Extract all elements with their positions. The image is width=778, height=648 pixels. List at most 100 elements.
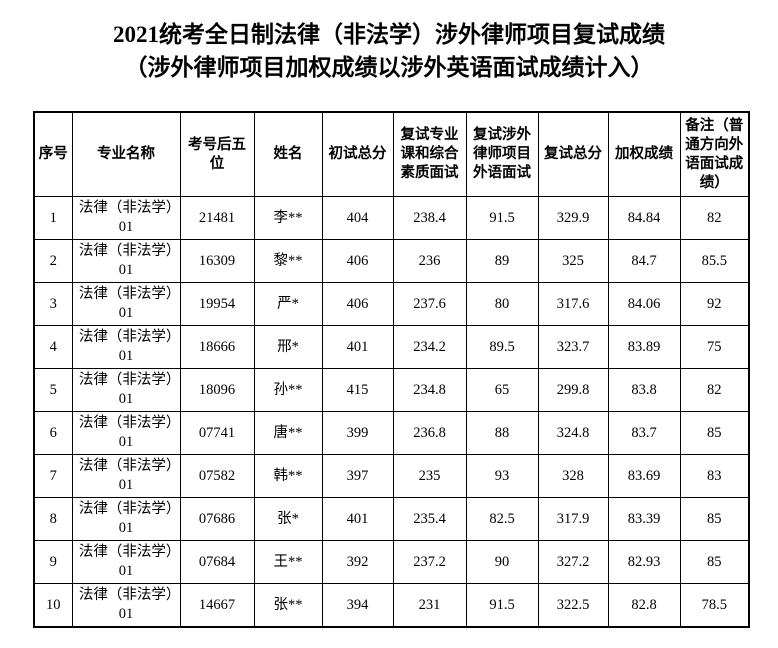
table-cell: 6 xyxy=(33,411,73,455)
table-cell: 234.2 xyxy=(392,325,467,369)
table-row: 4 法律（非法学）01 18666 邢* 401 234.2 89.5 323.7 83.89 7… xyxy=(33,325,750,369)
table-cell: 唐** xyxy=(253,411,323,455)
table-cell: 89 xyxy=(465,239,539,283)
table-cell: 322.5 xyxy=(537,583,609,628)
table-row: 8 法律（非法学）01 07686 张* 401 235.4 82.5 317.9 83.39 8… xyxy=(33,497,750,541)
table-cell: 231 xyxy=(392,583,467,628)
table-cell: 16309 xyxy=(179,239,255,283)
header-cell: 复试总分 xyxy=(537,111,609,197)
table-cell: 329.9 xyxy=(537,196,609,240)
table-cell: 18666 xyxy=(179,325,255,369)
header-cell: 姓名 xyxy=(253,111,323,197)
table-cell: 83.69 xyxy=(607,454,681,498)
table-cell: 85 xyxy=(679,497,750,541)
table-cell: 83.7 xyxy=(607,411,681,455)
table-cell: 82.5 xyxy=(465,497,539,541)
table-cell: 84.7 xyxy=(607,239,681,283)
table-row: 7 法律（非法学）01 07582 韩** 397 235 93 328 83.69 83 xyxy=(33,454,750,498)
table-cell: 82.8 xyxy=(607,583,681,628)
table-cell: 88 xyxy=(465,411,539,455)
page-title-line-2: （涉外律师项目加权成绩以涉外英语面试成绩计入） xyxy=(124,55,654,80)
header-row: 序号 专业名称 考号后五位 姓名 初试总分 复试专业课和综合素质面试 复试涉外律师项目外语面… xyxy=(33,111,750,197)
table-cell: 328 xyxy=(537,454,609,498)
table-cell: 237.6 xyxy=(392,282,467,326)
table-cell: 82 xyxy=(679,368,750,412)
table-cell: 91.5 xyxy=(465,196,539,240)
table-cell: 黎** xyxy=(253,239,323,283)
header-cell: 考号后五位 xyxy=(179,111,255,197)
table-cell: 85 xyxy=(679,540,750,584)
table-cell: 82.93 xyxy=(607,540,681,584)
table-cell: 65 xyxy=(465,368,539,412)
table-cell: 237.2 xyxy=(392,540,467,584)
header-cell: 加权成绩 xyxy=(607,111,681,197)
table-cell: 236.8 xyxy=(392,411,467,455)
table-cell: 415 xyxy=(321,368,394,412)
table-cell: 406 xyxy=(321,239,394,283)
table-cell: 90 xyxy=(465,540,539,584)
table-cell: 法律（非法学）01 xyxy=(71,282,181,326)
table-cell: 2 xyxy=(33,239,73,283)
table-cell: 82 xyxy=(679,196,750,240)
table-cell: 法律（非法学）01 xyxy=(71,325,181,369)
table-cell: 10 xyxy=(33,583,73,628)
table-cell: 韩** xyxy=(253,454,323,498)
header-cell: 初试总分 xyxy=(321,111,394,197)
table-row: 10 法律（非法学）01 14667 张** 394 231 91.5 322.5 82.8 78… xyxy=(33,583,750,628)
table-cell: 法律（非法学）01 xyxy=(71,411,181,455)
table-cell: 397 xyxy=(321,454,394,498)
table-cell: 80 xyxy=(465,282,539,326)
table-cell: 法律（非法学）01 xyxy=(71,196,181,240)
table-cell: 孙** xyxy=(253,368,323,412)
table-cell: 8 xyxy=(33,497,73,541)
table-cell: 9 xyxy=(33,540,73,584)
document-page: 2021统考全日制法律（非法学）涉外律师项目复试成绩 （涉外律师项目加权成绩以涉… xyxy=(0,18,778,628)
table-cell: 07741 xyxy=(179,411,255,455)
table-cell: 张** xyxy=(253,583,323,628)
table-cell: 邢* xyxy=(253,325,323,369)
table-cell: 324.8 xyxy=(537,411,609,455)
table-cell: 4 xyxy=(33,325,73,369)
table-cell: 401 xyxy=(321,497,394,541)
table-cell: 323.7 xyxy=(537,325,609,369)
table-cell: 93 xyxy=(465,454,539,498)
header-cell: 专业名称 xyxy=(71,111,181,197)
table-cell: 394 xyxy=(321,583,394,628)
table-cell: 14667 xyxy=(179,583,255,628)
table-cell: 234.8 xyxy=(392,368,467,412)
table-cell: 07684 xyxy=(179,540,255,584)
table-cell: 法律（非法学）01 xyxy=(71,497,181,541)
table-cell: 法律（非法学）01 xyxy=(71,239,181,283)
table-cell: 78.5 xyxy=(679,583,750,628)
table-cell: 325 xyxy=(537,239,609,283)
table-cell: 404 xyxy=(321,196,394,240)
table-cell: 89.5 xyxy=(465,325,539,369)
table-cell: 91.5 xyxy=(465,583,539,628)
table-cell: 235 xyxy=(392,454,467,498)
table-cell: 399 xyxy=(321,411,394,455)
table-cell: 张* xyxy=(253,497,323,541)
table-cell: 75 xyxy=(679,325,750,369)
table-row: 1 法律（非法学）01 21481 李** 404 238.4 91.5 329.9 84.84… xyxy=(33,196,750,240)
table-cell: 18096 xyxy=(179,368,255,412)
table-cell: 84.84 xyxy=(607,196,681,240)
table-cell: 327.2 xyxy=(537,540,609,584)
table-cell: 19954 xyxy=(179,282,255,326)
table-row: 9 法律（非法学）01 07684 王** 392 237.2 90 327.2 82.93 85 xyxy=(33,540,750,584)
header-cell: 复试涉外律师项目外语面试 xyxy=(465,111,539,197)
table-cell: 92 xyxy=(679,282,750,326)
table-row: 3 法律（非法学）01 19954 严* 406 237.6 80 317.6 84.06 92 xyxy=(33,282,750,326)
table-cell: 07686 xyxy=(179,497,255,541)
table-cell: 83.8 xyxy=(607,368,681,412)
header-cell: 序号 xyxy=(33,111,73,197)
table-cell: 83.89 xyxy=(607,325,681,369)
table-cell: 235.4 xyxy=(392,497,467,541)
table-cell: 317.9 xyxy=(537,497,609,541)
table-row: 5 法律（非法学）01 18096 孙** 415 234.8 65 299.8 83.8 82 xyxy=(33,368,750,412)
table-cell: 法律（非法学）01 xyxy=(71,368,181,412)
table-cell: 401 xyxy=(321,325,394,369)
table-cell: 法律（非法学）01 xyxy=(71,454,181,498)
table-cell: 1 xyxy=(33,196,73,240)
table-cell: 王** xyxy=(253,540,323,584)
table-cell: 299.8 xyxy=(537,368,609,412)
